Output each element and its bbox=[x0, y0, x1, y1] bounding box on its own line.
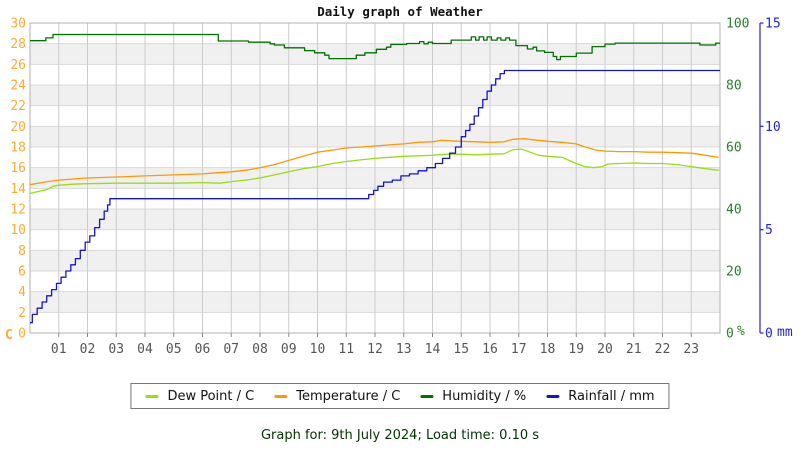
left-axis-tick-label: 24 bbox=[10, 79, 26, 94]
left-axis-tick-label: 12 bbox=[10, 203, 26, 218]
rain-axis-tick-label: 15 bbox=[765, 17, 781, 32]
humidity-axis-tick-label: 60 bbox=[726, 141, 742, 156]
left-axis-tick-label: 20 bbox=[10, 120, 26, 135]
left-axis-tick-label: 18 bbox=[10, 141, 26, 156]
left-axis-tick-label: 16 bbox=[10, 161, 26, 176]
humidity-axis-tick-label: 100 bbox=[726, 17, 749, 32]
x-axis-hour-label: 08 bbox=[252, 342, 268, 357]
x-axis-hour-label: 12 bbox=[367, 342, 383, 357]
legend-item-rainfall: Rainfall / mm bbox=[546, 388, 655, 404]
x-axis-hour-label: 13 bbox=[396, 342, 412, 357]
left-axis-tick-label: 6 bbox=[18, 265, 26, 280]
left-axis-unit-label: C bbox=[5, 328, 13, 343]
series-line-dew-point bbox=[29, 148, 719, 195]
legend: Dew Point / C Temperature / C Humidity / %… bbox=[130, 383, 670, 409]
x-axis-hour-label: 15 bbox=[453, 342, 469, 357]
left-axis-tick-label: 8 bbox=[18, 244, 26, 259]
humidity-axis-tick-label: 0 bbox=[726, 327, 734, 342]
chart-title: Daily graph of Weather bbox=[317, 4, 483, 19]
humidity-axis-tick-label: 20 bbox=[726, 265, 742, 280]
left-axis-tick-label: 22 bbox=[10, 99, 26, 114]
series-line-temperature bbox=[29, 138, 719, 186]
legend-item-label: Dew Point / C bbox=[167, 388, 255, 404]
x-axis-hour-label: 18 bbox=[540, 342, 556, 357]
x-axis-hour-label: 16 bbox=[482, 342, 498, 357]
x-axis-hour-label: 17 bbox=[511, 342, 527, 357]
x-axis-hour-label: 04 bbox=[137, 342, 153, 357]
left-axis-tick-label: 26 bbox=[10, 58, 26, 73]
graph-caption: Graph for: 9th July 2024; Load time: 0.1… bbox=[260, 428, 540, 443]
left-axis-tick-label: 28 bbox=[10, 37, 26, 52]
x-axis-hour-label: 01 bbox=[51, 342, 67, 357]
rain-axis-tick-label: 0 bbox=[765, 327, 773, 342]
x-axis-hour-label: 14 bbox=[425, 342, 441, 357]
left-axis-tick-label: 14 bbox=[10, 182, 26, 197]
x-axis-hour-label: 06 bbox=[195, 342, 211, 357]
left-axis-tick-label: 10 bbox=[10, 223, 26, 238]
humidity-axis-tick-label: 40 bbox=[726, 203, 742, 218]
rain-axis-tick-label: 10 bbox=[765, 120, 781, 135]
series-line-humidity bbox=[30, 33, 720, 61]
x-axis-hour-label: 20 bbox=[597, 342, 613, 357]
legend-item-label: Humidity / % bbox=[442, 388, 527, 404]
x-axis-hour-label: 10 bbox=[310, 342, 326, 357]
x-axis-hour-label: 07 bbox=[223, 342, 239, 357]
x-axis-hour-label: 19 bbox=[568, 342, 584, 357]
x-axis-hour-label: 22 bbox=[655, 342, 671, 357]
rain-axis-tick-label: 5 bbox=[765, 223, 773, 238]
legend-item-label: Temperature / C bbox=[296, 388, 401, 404]
rain-axis-unit-label: mm bbox=[777, 325, 793, 340]
x-axis-hour-label: 05 bbox=[166, 342, 182, 357]
left-axis-tick-label: 4 bbox=[18, 285, 26, 300]
x-axis-hour-label: 02 bbox=[80, 342, 96, 357]
dew-point-swatch-icon bbox=[145, 394, 159, 398]
legend-item-temperature: Temperature / C bbox=[274, 389, 400, 404]
x-axis-hour-label: 23 bbox=[683, 342, 699, 357]
legend-item-label: Rainfall / mm bbox=[568, 388, 655, 404]
temperature-swatch-icon bbox=[274, 394, 288, 398]
left-axis-tick-label: 0 bbox=[18, 327, 26, 342]
humidity-axis-tick-label: 80 bbox=[726, 79, 742, 94]
x-axis-hour-label: 11 bbox=[338, 342, 354, 357]
humidity-swatch-icon bbox=[420, 394, 434, 398]
humidity-axis-unit-label: % bbox=[737, 324, 745, 339]
legend-item-dew-point: Dew Point / C bbox=[145, 389, 254, 404]
rainfall-swatch-icon bbox=[546, 394, 560, 398]
left-axis-tick-label: 2 bbox=[18, 306, 26, 321]
x-axis-hour-label: 09 bbox=[281, 342, 297, 357]
x-axis-hour-label: 03 bbox=[108, 342, 124, 357]
x-axis-hour-label: 21 bbox=[626, 342, 642, 357]
series-line-rainfall bbox=[30, 69, 720, 324]
legend-item-humidity: Humidity / % bbox=[420, 389, 526, 404]
left-axis-tick-label: 30 bbox=[10, 17, 26, 32]
